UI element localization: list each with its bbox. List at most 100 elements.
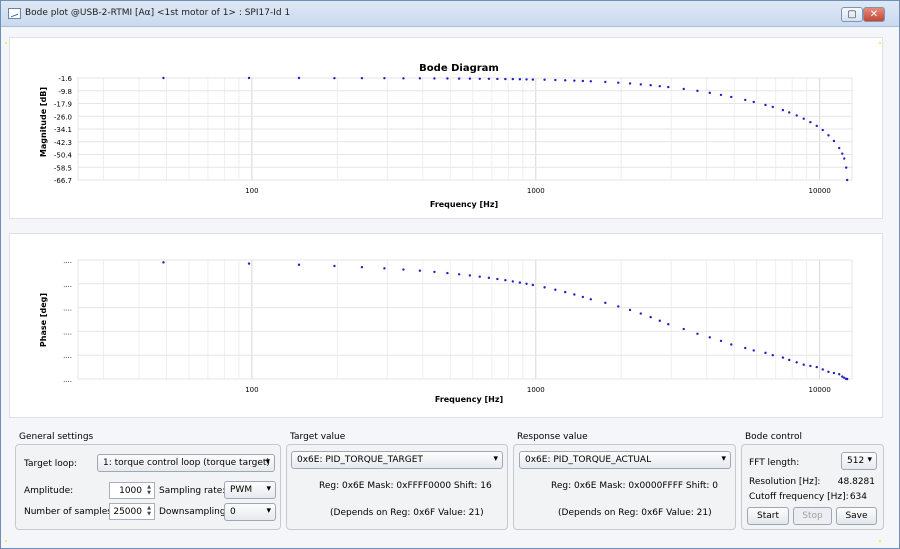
close-icon: ✕ — [869, 8, 879, 20]
amplitude-value: 1000 — [119, 486, 142, 496]
data-point — [543, 286, 546, 289]
target-register-value: 0x6E: PID_TORQUE_TARGET — [297, 455, 423, 465]
phase-chart: Phase [deg] Frequency [Hz] .............… — [39, 257, 853, 404]
data-point — [708, 91, 711, 95]
data-point — [844, 166, 848, 169]
data-point — [531, 283, 535, 287]
data-point — [744, 346, 747, 350]
data-point — [402, 77, 405, 80]
target-register-dropdown[interactable]: 0x6E: PID_TORQUE_TARGET ▾ — [291, 451, 503, 469]
title-bar[interactable]: Bode plot @USB-2-RTMI [Aα] <1st motor of… — [1, 1, 899, 27]
save-button[interactable]: Save — [836, 507, 877, 525]
data-point — [752, 100, 755, 104]
data-point — [589, 80, 593, 83]
data-point — [604, 301, 607, 305]
data-point — [433, 270, 436, 274]
samples-stepper[interactable]: 25000 ▲ ▼ — [109, 503, 155, 520]
data-point — [649, 315, 652, 319]
data-point — [802, 117, 805, 120]
data-point — [247, 262, 251, 265]
x-tick-label: 1000 — [527, 386, 545, 394]
data-point — [832, 139, 836, 143]
data-point — [649, 84, 652, 87]
data-point — [815, 124, 818, 128]
x-tick-label: 1000 — [527, 187, 545, 195]
data-point — [843, 157, 846, 160]
x-tick-label: 10000 — [809, 187, 831, 195]
downsampling-value: 0 — [230, 507, 236, 517]
y-tick-label: .... — [63, 281, 72, 289]
fft-length-dropdown[interactable]: 512 ▾ — [841, 452, 877, 470]
data-point — [525, 282, 528, 285]
data-point — [518, 78, 522, 81]
window-title: Bode plot @USB-2-RTMI [Aα] <1st motor of… — [25, 8, 291, 18]
data-point — [554, 288, 557, 291]
data-point — [771, 354, 774, 357]
data-point — [802, 363, 805, 366]
data-point — [795, 114, 798, 117]
data-point — [162, 261, 165, 264]
start-button[interactable]: Start — [747, 507, 789, 525]
fft-length-label: FFT length: — [749, 458, 800, 468]
data-point — [383, 267, 386, 270]
x-axis-label: Frequency [Hz] — [435, 395, 503, 404]
data-point — [628, 82, 632, 85]
downsampling-dropdown[interactable]: 0 ▾ — [224, 503, 276, 521]
data-point — [446, 271, 449, 275]
data-point — [446, 77, 449, 80]
data-point — [531, 78, 535, 81]
y-axis-label: Magnitude [dB] — [39, 87, 48, 157]
data-point — [744, 98, 747, 102]
data-point — [843, 376, 846, 380]
target-loop-dropdown[interactable]: 1: torque control loop (torque target) ▾ — [97, 454, 275, 472]
data-point — [496, 77, 499, 81]
close-button[interactable]: ✕ — [863, 7, 885, 22]
data-point — [788, 111, 791, 114]
data-point — [682, 327, 685, 331]
y-tick-label: .... — [63, 352, 72, 360]
y-tick-label: .... — [63, 328, 72, 336]
data-point — [418, 269, 422, 272]
data-point — [487, 276, 491, 280]
sampling-rate-dropdown[interactable]: PWM ▾ — [224, 481, 276, 499]
data-point — [433, 77, 436, 80]
restore-button[interactable]: ▢ — [841, 7, 863, 22]
data-point — [478, 77, 481, 80]
data-point — [478, 275, 481, 278]
restore-icon: ▢ — [847, 8, 857, 20]
data-point — [333, 264, 336, 268]
target-dependency-info: (Depends on Reg: 0x6F Value: 21) — [330, 508, 484, 518]
phase-plot-panel: Phase [deg] Frequency [Hz] .............… — [9, 233, 883, 418]
stepper-arrows-icon[interactable]: ▲ ▼ — [147, 505, 151, 517]
panel-corner-marker — [879, 540, 881, 542]
amplitude-stepper[interactable]: 1000 ▲ ▼ — [109, 482, 155, 499]
y-tick-label: .... — [63, 257, 72, 265]
data-point — [639, 83, 642, 86]
data-point — [573, 79, 576, 82]
chevron-down-icon: ▾ — [867, 455, 872, 465]
samples-value: 25000 — [113, 507, 142, 517]
data-point — [730, 343, 733, 346]
data-point — [838, 146, 841, 150]
stop-button[interactable]: Stop — [793, 507, 832, 525]
sampling-rate-label: Sampling rate: — [159, 486, 226, 496]
target-loop-value: 1: torque control loop (torque target) — [103, 458, 270, 468]
chevron-down-icon: ▾ — [266, 484, 271, 494]
response-register-dropdown[interactable]: 0x6E: PID_TORQUE_ACTUAL ▾ — [519, 451, 731, 469]
data-point — [518, 281, 522, 284]
cutoff-frequency-label: Cutoff frequency [Hz]: — [749, 492, 849, 502]
data-point — [821, 368, 824, 371]
data-point — [809, 364, 812, 368]
data-point — [696, 89, 699, 93]
x-tick-label: 10000 — [809, 386, 831, 394]
stepper-arrows-icon[interactable]: ▲ ▼ — [147, 484, 151, 496]
data-point — [667, 323, 670, 326]
data-point — [667, 85, 670, 89]
panel-corner-marker — [5, 42, 7, 44]
data-point — [795, 361, 798, 364]
data-point — [468, 77, 472, 80]
data-point — [639, 312, 642, 315]
chevron-down-icon: ▾ — [721, 454, 726, 464]
data-point — [841, 152, 844, 155]
